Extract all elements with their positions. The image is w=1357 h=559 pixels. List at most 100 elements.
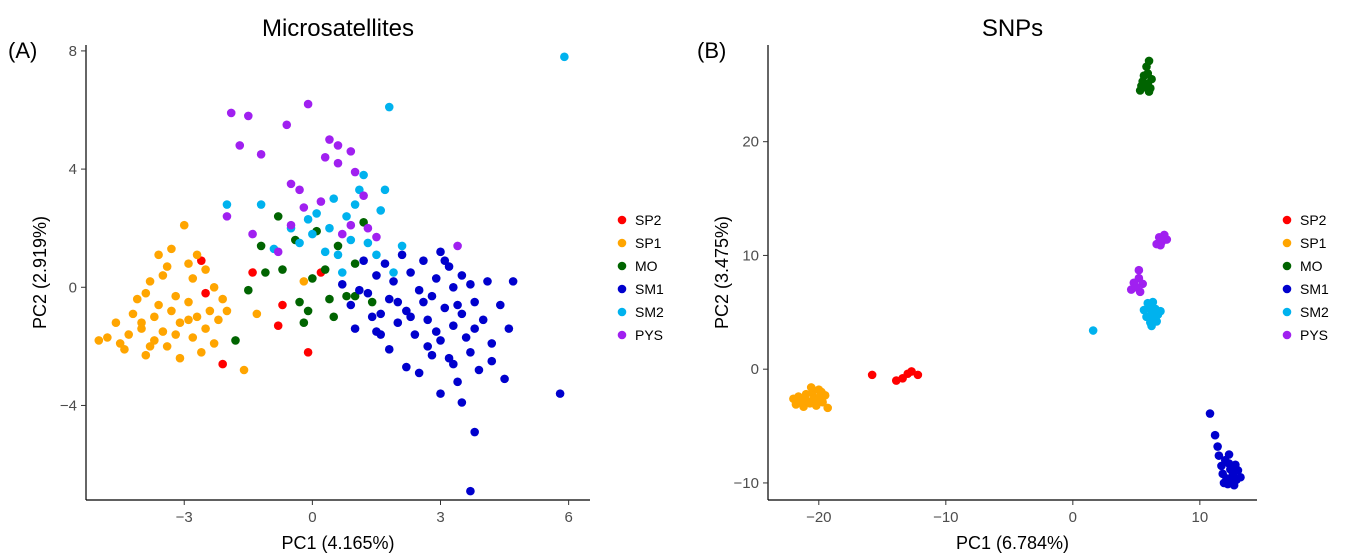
data-point-sm2 [312, 209, 321, 218]
data-point-pys [1138, 279, 1147, 289]
data-point-sp1 [158, 271, 168, 280]
data-point-sp1 [120, 345, 129, 354]
data-point-mo [329, 312, 339, 322]
legend-label: SM1 [1300, 281, 1329, 297]
data-point-pys [320, 152, 330, 162]
data-point-sm1 [470, 324, 479, 333]
data-point-mo [1143, 79, 1153, 88]
data-point-mo [278, 265, 287, 274]
data-point-sm1 [436, 389, 445, 398]
data-point-sp1 [162, 342, 172, 351]
x-tick-label: 0 [1069, 509, 1077, 526]
data-point-sm1 [402, 306, 411, 316]
data-point-sp1 [171, 330, 180, 339]
data-point-sm1 [337, 280, 347, 289]
data-point-sm1 [346, 300, 356, 310]
data-point-sp1 [103, 333, 112, 342]
data-point-sm2 [222, 200, 232, 209]
x-tick-label: 10 [1192, 509, 1209, 526]
data-point-pys [273, 247, 283, 257]
data-point-pys [244, 111, 253, 121]
x-tick-label: −20 [806, 509, 831, 526]
legend-label: MO [635, 258, 658, 274]
data-point-pys [359, 191, 368, 200]
data-point-mo [303, 306, 313, 316]
data-point-pys [316, 197, 326, 206]
legend-label: SM2 [635, 304, 664, 320]
data-point-sm1 [393, 318, 403, 328]
legend-marker-sm2 [617, 307, 627, 317]
legend-marker-sp1 [1282, 238, 1292, 248]
data-point-sm2 [1152, 317, 1161, 326]
data-point-mo [359, 217, 368, 227]
data-point-sm2 [350, 200, 360, 209]
legend-label: SP1 [1300, 235, 1327, 251]
data-point-pys [1156, 240, 1165, 250]
data-point-sp1 [167, 244, 176, 254]
data-point-sp1 [171, 291, 180, 301]
data-point-sm1 [1210, 430, 1220, 440]
data-point-sp1 [184, 315, 193, 325]
data-point-sp1 [205, 306, 215, 316]
data-point-sp2 [273, 321, 283, 330]
legend-marker-mo [617, 261, 627, 271]
data-point-sm1 [500, 374, 509, 384]
legend-marker-pys [1282, 330, 1292, 340]
x-axis-title: PC1 (6.784%) [956, 533, 1069, 553]
data-point-sm1 [372, 327, 381, 336]
legend-marker-mo [1282, 261, 1292, 271]
data-point-mo [333, 241, 343, 251]
data-point-pys [333, 141, 343, 150]
data-point-sp2 [278, 300, 287, 310]
data-point-sm2 [303, 215, 313, 224]
data-point-sm2 [380, 185, 390, 195]
data-point-sp1 [188, 274, 198, 283]
data-point-sp2 [197, 256, 206, 265]
legend-label: SM2 [1300, 304, 1329, 320]
data-point-sm2 [342, 212, 351, 221]
x-axis-title: PC1 (4.165%) [281, 533, 394, 553]
data-point-sm1 [478, 315, 488, 325]
data-point-pys [333, 158, 343, 168]
data-point-sp1 [201, 265, 210, 274]
data-point-mo [1139, 71, 1149, 81]
data-point-sp1 [167, 306, 176, 316]
data-point-mo [308, 274, 317, 283]
data-point-sm1 [461, 333, 471, 342]
data-point-sp1 [137, 318, 146, 328]
data-point-sp1 [154, 300, 163, 310]
data-point-sm1 [457, 309, 467, 319]
data-point-sp1 [141, 288, 151, 298]
x-tick-label: 3 [436, 509, 444, 526]
data-point-sm2 [355, 185, 364, 195]
data-point-sp1 [823, 403, 832, 413]
data-point-mo [320, 265, 330, 274]
data-point-sm1 [406, 312, 415, 322]
data-point-sm1 [449, 282, 458, 292]
data-point-sm1 [440, 256, 450, 265]
data-point-pys [303, 99, 313, 109]
data-point-pys [295, 185, 304, 195]
data-point-sm1 [487, 339, 497, 348]
panel-label: (A) [8, 38, 37, 63]
y-tick-label: −10 [734, 475, 759, 492]
data-point-sp2 [218, 359, 227, 369]
data-point-pys [453, 241, 462, 251]
data-point-sm1 [423, 342, 432, 351]
data-point-sp1 [184, 259, 193, 268]
data-point-pys [226, 108, 236, 118]
data-point-sp1 [214, 315, 223, 325]
data-point-pys [1134, 265, 1144, 275]
data-point-sm1 [1213, 442, 1222, 451]
data-point-sp2 [303, 347, 313, 357]
data-point-mo [350, 259, 360, 268]
data-point-sm2 [363, 238, 373, 248]
data-point-sp1 [111, 318, 121, 328]
data-point-sm1 [555, 389, 565, 398]
data-point-sm1 [419, 297, 428, 307]
data-point-sm2 [1156, 306, 1165, 316]
data-point-sm1 [470, 297, 479, 307]
y-tick-label: 0 [751, 361, 759, 378]
legend-label: MO [1300, 258, 1323, 274]
data-point-sm1 [384, 345, 394, 354]
